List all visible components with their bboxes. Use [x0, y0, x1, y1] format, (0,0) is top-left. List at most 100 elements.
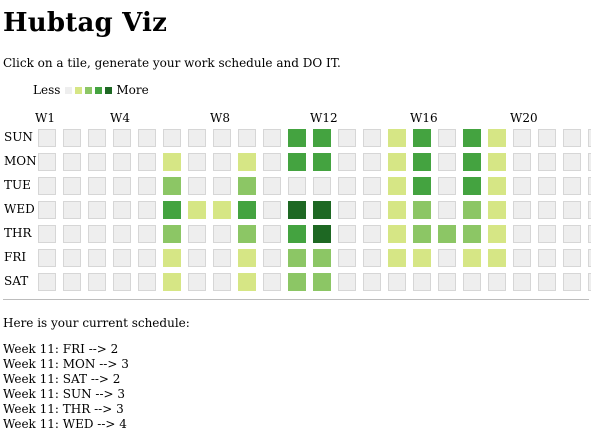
- tile-w1-fri[interactable]: [38, 249, 56, 267]
- tile-w18-sun[interactable]: [463, 129, 481, 147]
- tile-w12-sat[interactable]: [313, 273, 331, 291]
- tile-w20-thr[interactable]: [513, 225, 531, 243]
- tile-w4-sun[interactable]: [113, 129, 131, 147]
- tile-w14-fri[interactable]: [363, 249, 381, 267]
- tile-w5-mon[interactable]: [138, 153, 156, 171]
- tile-w12-thr[interactable]: [313, 225, 331, 243]
- tile-w12-mon[interactable]: [313, 153, 331, 171]
- tile-w23-sun[interactable]: [588, 129, 591, 147]
- tile-w10-fri[interactable]: [263, 249, 281, 267]
- tile-w3-sat[interactable]: [88, 273, 106, 291]
- tile-w22-fri[interactable]: [563, 249, 581, 267]
- tile-w13-mon[interactable]: [338, 153, 356, 171]
- tile-w21-fri[interactable]: [538, 249, 556, 267]
- tile-w8-tue[interactable]: [213, 177, 231, 195]
- tile-w22-tue[interactable]: [563, 177, 581, 195]
- tile-w10-wed[interactable]: [263, 201, 281, 219]
- tile-w2-sat[interactable]: [63, 273, 81, 291]
- tile-w16-sat[interactable]: [413, 273, 431, 291]
- tile-w23-sat[interactable]: [588, 273, 591, 291]
- tile-w14-sun[interactable]: [363, 129, 381, 147]
- tile-w23-mon[interactable]: [588, 153, 591, 171]
- tile-w18-fri[interactable]: [463, 249, 481, 267]
- tile-w19-tue[interactable]: [488, 177, 506, 195]
- tile-w12-wed[interactable]: [313, 201, 331, 219]
- tile-w14-sat[interactable]: [363, 273, 381, 291]
- tile-w13-fri[interactable]: [338, 249, 356, 267]
- tile-w6-sat[interactable]: [163, 273, 181, 291]
- tile-w2-thr[interactable]: [63, 225, 81, 243]
- tile-w21-wed[interactable]: [538, 201, 556, 219]
- tile-w19-sun[interactable]: [488, 129, 506, 147]
- tile-w20-tue[interactable]: [513, 177, 531, 195]
- tile-w11-wed[interactable]: [288, 201, 306, 219]
- tile-w11-sat[interactable]: [288, 273, 306, 291]
- tile-w16-fri[interactable]: [413, 249, 431, 267]
- tile-w6-tue[interactable]: [163, 177, 181, 195]
- tile-w1-wed[interactable]: [38, 201, 56, 219]
- tile-w4-sat[interactable]: [113, 273, 131, 291]
- tile-w10-mon[interactable]: [263, 153, 281, 171]
- tile-w7-wed[interactable]: [188, 201, 206, 219]
- tile-w18-thr[interactable]: [463, 225, 481, 243]
- tile-w19-wed[interactable]: [488, 201, 506, 219]
- tile-w1-sat[interactable]: [38, 273, 56, 291]
- tile-w11-sun[interactable]: [288, 129, 306, 147]
- tile-w20-sun[interactable]: [513, 129, 531, 147]
- tile-w3-fri[interactable]: [88, 249, 106, 267]
- tile-w8-mon[interactable]: [213, 153, 231, 171]
- tile-w4-fri[interactable]: [113, 249, 131, 267]
- tile-w9-mon[interactable]: [238, 153, 256, 171]
- tile-w20-wed[interactable]: [513, 201, 531, 219]
- tile-w22-sat[interactable]: [563, 273, 581, 291]
- tile-w15-fri[interactable]: [388, 249, 406, 267]
- tile-w2-fri[interactable]: [63, 249, 81, 267]
- tile-w2-sun[interactable]: [63, 129, 81, 147]
- tile-w12-tue[interactable]: [313, 177, 331, 195]
- tile-w5-wed[interactable]: [138, 201, 156, 219]
- tile-w7-fri[interactable]: [188, 249, 206, 267]
- tile-w5-tue[interactable]: [138, 177, 156, 195]
- tile-w12-fri[interactable]: [313, 249, 331, 267]
- tile-w14-wed[interactable]: [363, 201, 381, 219]
- tile-w21-thr[interactable]: [538, 225, 556, 243]
- tile-w18-wed[interactable]: [463, 201, 481, 219]
- tile-w6-fri[interactable]: [163, 249, 181, 267]
- tile-w8-sun[interactable]: [213, 129, 231, 147]
- tile-w21-tue[interactable]: [538, 177, 556, 195]
- tile-w20-sat[interactable]: [513, 273, 531, 291]
- tile-w12-sun[interactable]: [313, 129, 331, 147]
- tile-w4-tue[interactable]: [113, 177, 131, 195]
- tile-w16-sun[interactable]: [413, 129, 431, 147]
- tile-w11-thr[interactable]: [288, 225, 306, 243]
- tile-w10-thr[interactable]: [263, 225, 281, 243]
- tile-w4-wed[interactable]: [113, 201, 131, 219]
- tile-w10-sun[interactable]: [263, 129, 281, 147]
- tile-w1-mon[interactable]: [38, 153, 56, 171]
- tile-w17-fri[interactable]: [438, 249, 456, 267]
- tile-w9-tue[interactable]: [238, 177, 256, 195]
- tile-w13-tue[interactable]: [338, 177, 356, 195]
- tile-w17-tue[interactable]: [438, 177, 456, 195]
- tile-w22-thr[interactable]: [563, 225, 581, 243]
- tile-w4-thr[interactable]: [113, 225, 131, 243]
- tile-w7-sun[interactable]: [188, 129, 206, 147]
- tile-w16-wed[interactable]: [413, 201, 431, 219]
- tile-w1-thr[interactable]: [38, 225, 56, 243]
- tile-w21-sun[interactable]: [538, 129, 556, 147]
- tile-w22-sun[interactable]: [563, 129, 581, 147]
- tile-w7-sat[interactable]: [188, 273, 206, 291]
- tile-w3-wed[interactable]: [88, 201, 106, 219]
- tile-w1-sun[interactable]: [38, 129, 56, 147]
- tile-w13-sun[interactable]: [338, 129, 356, 147]
- tile-w2-tue[interactable]: [63, 177, 81, 195]
- tile-w18-tue[interactable]: [463, 177, 481, 195]
- tile-w8-fri[interactable]: [213, 249, 231, 267]
- tile-w19-mon[interactable]: [488, 153, 506, 171]
- tile-w14-mon[interactable]: [363, 153, 381, 171]
- tile-w9-wed[interactable]: [238, 201, 256, 219]
- tile-w23-tue[interactable]: [588, 177, 591, 195]
- tile-w22-wed[interactable]: [563, 201, 581, 219]
- tile-w11-fri[interactable]: [288, 249, 306, 267]
- tile-w9-fri[interactable]: [238, 249, 256, 267]
